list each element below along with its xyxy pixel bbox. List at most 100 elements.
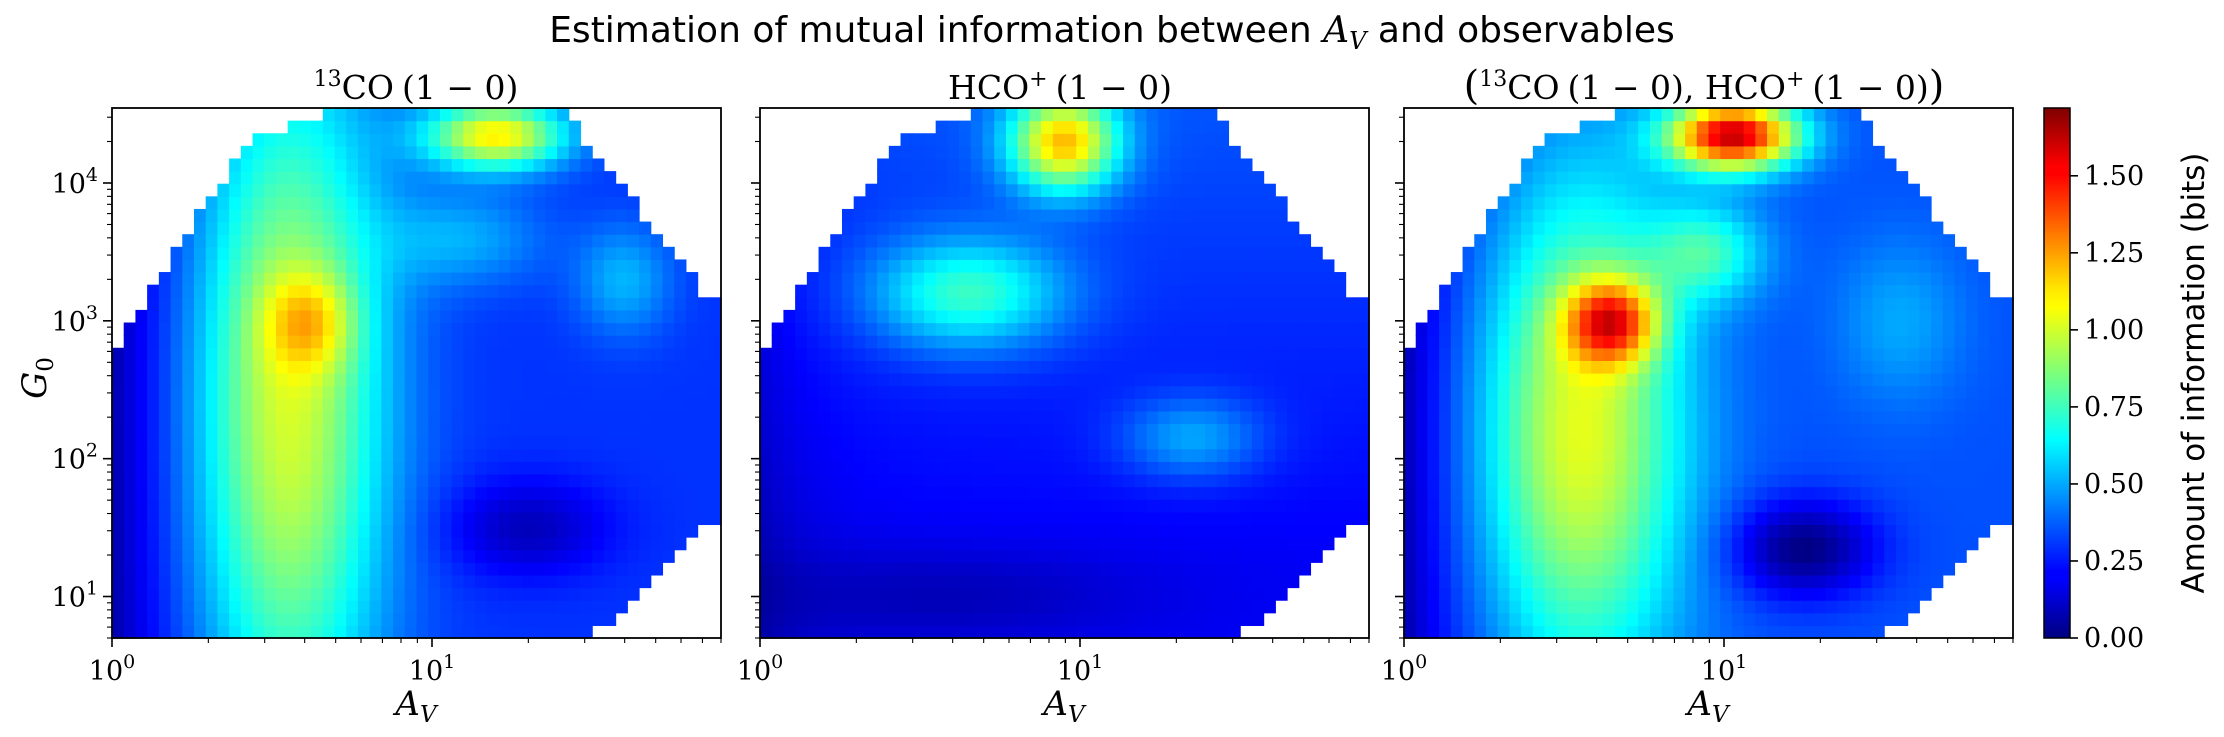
heatmap-cell	[783, 511, 796, 526]
heatmap-cell	[182, 398, 195, 412]
heatmap-cell	[533, 246, 546, 261]
heatmap-cell	[935, 196, 948, 210]
heatmap-cell	[475, 612, 488, 626]
heatmap-cell	[1357, 423, 1370, 437]
heatmap-cell	[1603, 562, 1616, 576]
heatmap-cell	[545, 423, 558, 437]
heatmap-cell	[877, 587, 890, 601]
heatmap-cell	[158, 448, 172, 462]
heatmap-cell	[615, 511, 628, 526]
heatmap-cell	[123, 335, 137, 349]
heatmap-cell	[1521, 448, 1534, 462]
heatmap-cell	[1743, 145, 1756, 160]
heatmap-cell	[1509, 562, 1522, 576]
heatmap-cell	[428, 436, 441, 450]
heatmap-cell	[545, 537, 558, 551]
heatmap-cell	[1216, 574, 1230, 589]
heatmap-cell	[275, 221, 289, 235]
heatmap-cell	[1720, 196, 1733, 210]
heatmap-cell	[1661, 246, 1674, 261]
heatmap-cell	[510, 373, 523, 387]
heatmap-cell	[1263, 183, 1276, 197]
heatmap-cell	[627, 297, 640, 311]
heatmap-cell	[1415, 360, 1429, 374]
heatmap-cell	[275, 398, 289, 412]
heatmap-cell	[841, 625, 855, 639]
heatmap-cell	[381, 511, 394, 526]
heatmap-cell	[627, 272, 640, 286]
heatmap-cell	[1591, 461, 1604, 475]
heatmap-cell	[592, 309, 605, 324]
heatmap-cell	[1755, 335, 1768, 349]
heatmap-cell	[1485, 499, 1499, 513]
heatmap-cell	[357, 183, 371, 197]
heatmap-cell	[217, 373, 230, 387]
heatmap-cell	[1263, 587, 1276, 601]
heatmap-cell	[158, 461, 172, 475]
heatmap-cell	[135, 448, 148, 462]
heatmap-cell	[1017, 562, 1030, 576]
heatmap-cell	[1052, 234, 1066, 248]
heatmap-cell	[1193, 196, 1206, 210]
heatmap-cell	[1532, 373, 1546, 387]
heatmap-cell	[1544, 347, 1557, 361]
heatmap-cell	[545, 587, 558, 601]
heatmap-cell	[947, 208, 960, 223]
heatmap-cell	[1603, 196, 1616, 210]
heatmap-cell	[1591, 145, 1604, 160]
heatmap-cell	[112, 537, 125, 551]
heatmap-cell	[1521, 171, 1534, 185]
heatmap-cell	[1450, 486, 1464, 500]
heatmap-cell	[783, 549, 796, 563]
heatmap-cell	[1685, 360, 1698, 374]
heatmap-cell	[193, 549, 207, 563]
heatmap-cell	[393, 625, 406, 639]
heatmap-cell	[557, 373, 570, 387]
heatmap-cell	[1439, 385, 1452, 399]
heatmap-cell	[381, 360, 394, 374]
heatmap-cell	[533, 499, 546, 513]
heatmap-cell	[393, 183, 406, 197]
heatmap-cell	[1731, 297, 1745, 311]
heatmap-cell	[1556, 436, 1569, 450]
heatmap-cell	[1673, 612, 1686, 626]
heatmap-cell	[603, 322, 617, 336]
heatmap-cell	[1521, 158, 1534, 172]
heatmap-cell	[888, 448, 902, 462]
heatmap-cell	[299, 385, 312, 399]
heatmap-cell	[123, 410, 137, 425]
heatmap-cell	[521, 473, 535, 488]
heatmap-cell	[615, 549, 628, 563]
heatmap-cell	[147, 473, 160, 488]
heatmap-cell	[1111, 436, 1124, 450]
heatmap-cell	[982, 145, 995, 160]
heatmap-cell	[1497, 587, 1510, 601]
heatmap-cell	[1603, 398, 1616, 412]
heatmap-cell	[404, 259, 418, 273]
heatmap-cell	[900, 524, 913, 538]
heatmap-cell	[381, 171, 394, 185]
heatmap-cell	[1158, 473, 1171, 488]
heatmap-cell	[135, 511, 148, 526]
heatmap-cell	[439, 499, 453, 513]
heatmap-cell	[1041, 196, 1054, 210]
heatmap-cell	[1158, 524, 1171, 538]
heatmap-cell	[1111, 133, 1124, 147]
heatmap-cell	[193, 221, 207, 235]
heatmap-cell	[240, 436, 254, 450]
heatmap-cell	[299, 272, 312, 286]
heatmap-cell	[135, 574, 148, 589]
heatmap-cell	[853, 385, 866, 399]
heatmap-cell	[1298, 461, 1312, 475]
heatmap-cell	[1287, 385, 1300, 399]
heatmap-cell	[1146, 335, 1159, 349]
heatmap-cell	[498, 360, 511, 374]
heatmap-cell	[877, 574, 890, 589]
heatmap-cell	[818, 511, 831, 526]
heatmap-cell	[674, 259, 687, 273]
heatmap-cell	[841, 272, 855, 286]
heatmap-cell	[287, 448, 300, 462]
heatmap-cell	[416, 221, 429, 235]
heatmap-cell	[299, 423, 312, 437]
heatmap-cell	[1263, 272, 1276, 286]
